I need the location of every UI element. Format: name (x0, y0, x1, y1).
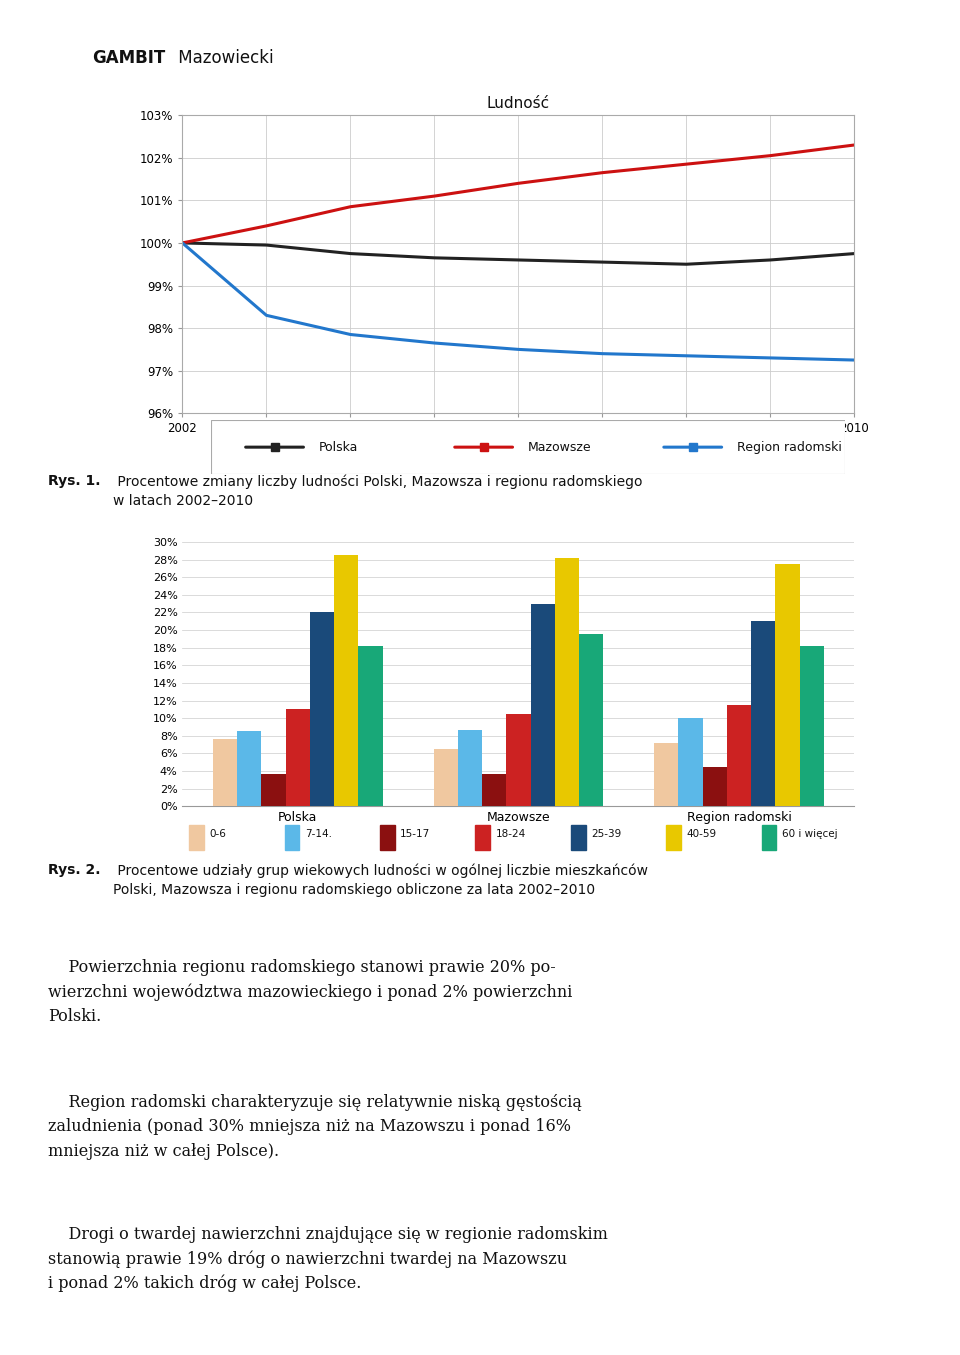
Text: Mazowiecki: Mazowiecki (173, 49, 274, 68)
Bar (776, 564, 800, 806)
Text: GAMBIT: GAMBIT (92, 49, 165, 68)
Bar (531, 604, 555, 806)
Text: Polska: Polska (319, 440, 358, 454)
Bar (751, 621, 776, 806)
Bar (213, 740, 237, 806)
Text: Rys. 1.: Rys. 1. (48, 474, 101, 488)
Text: 40-59: 40-59 (686, 829, 716, 839)
Bar (800, 646, 824, 806)
Text: Procentowe zmiany liczby ludności Polski, Mazowsza i regionu radomskiego
w latac: Procentowe zmiany liczby ludności Polski… (113, 474, 642, 508)
Bar (506, 714, 531, 806)
Bar (358, 646, 383, 806)
Bar (380, 825, 395, 850)
Bar (761, 825, 777, 850)
Bar (555, 558, 579, 806)
Text: Region radomski charakteryzuje się relatywnie niską gęstością
zaludnienia (ponad: Region radomski charakteryzuje się relat… (48, 1095, 582, 1160)
Text: 25-39: 25-39 (591, 829, 621, 839)
Text: Region radomski: Region radomski (737, 440, 842, 454)
Bar (571, 825, 586, 850)
Text: Procentowe udziały grup wiekowych ludności w ogólnej liczbie mieszkańców
Polski,: Procentowe udziały grup wiekowych ludnoś… (113, 863, 648, 897)
Text: 0-6: 0-6 (209, 829, 227, 839)
Text: 18-24: 18-24 (495, 829, 526, 839)
Text: Drogi o twardej nawierzchni znajdujące się w regionie radomskim
stanowią prawie : Drogi o twardej nawierzchni znajdujące s… (48, 1226, 608, 1293)
Text: Mazowsze: Mazowsze (528, 440, 591, 454)
Text: 60 i więcej: 60 i więcej (781, 829, 837, 839)
Bar (666, 825, 681, 850)
Text: Powierzchnia regionu radomskiego stanowi prawie 20% po-
wierzchni województwa ma: Powierzchnia regionu radomskiego stanowi… (48, 959, 572, 1026)
Bar (310, 612, 334, 806)
Bar (284, 825, 300, 850)
Bar (475, 825, 491, 850)
Bar (654, 743, 679, 806)
Bar (458, 729, 482, 806)
Text: Rys. 2.: Rys. 2. (48, 863, 101, 877)
Text: 7-14.: 7-14. (304, 829, 332, 839)
Bar (482, 774, 506, 806)
Bar (237, 732, 261, 806)
Bar (434, 749, 458, 806)
Bar (727, 705, 751, 806)
Bar (286, 709, 310, 806)
Bar (334, 556, 358, 806)
X-axis label: Rok: Rok (507, 438, 530, 451)
Bar (261, 774, 286, 806)
Bar (703, 767, 727, 806)
Bar (679, 718, 703, 806)
Bar (579, 634, 603, 806)
Bar (189, 825, 204, 850)
Title: Ludność: Ludność (487, 96, 550, 111)
Text: 24: 24 (17, 49, 48, 68)
Text: 15-17: 15-17 (400, 829, 430, 839)
